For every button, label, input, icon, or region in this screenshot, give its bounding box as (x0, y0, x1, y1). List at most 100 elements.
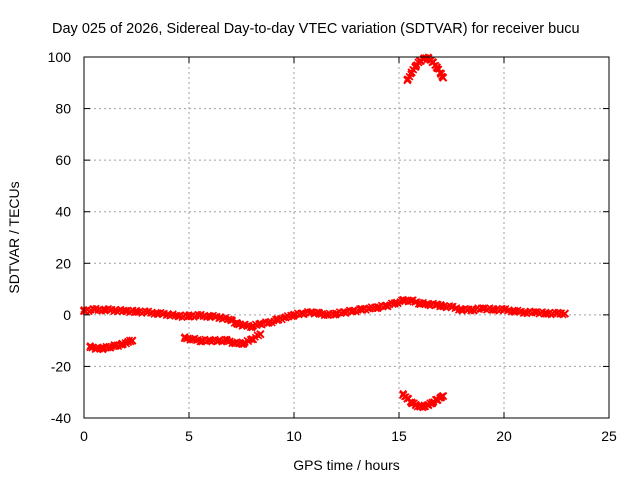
data-point (407, 296, 416, 305)
data-point (233, 319, 242, 329)
x-tick-label: 0 (80, 428, 88, 444)
data-point (323, 310, 332, 320)
data-point (407, 68, 416, 77)
data-point (340, 308, 349, 317)
y-tick-label: -40 (51, 410, 71, 426)
y-tick-label: 0 (63, 307, 71, 323)
data-point (153, 309, 162, 318)
data-point (117, 340, 127, 349)
data-point (457, 305, 467, 314)
y-tick-label: 80 (55, 101, 71, 117)
data-point (264, 318, 274, 327)
data-point (436, 301, 446, 311)
x-tick-label: 15 (391, 428, 407, 444)
data-point (98, 344, 108, 353)
data-point (415, 299, 425, 308)
data-point (281, 313, 290, 322)
series-main-track (79, 295, 570, 332)
y-axis-label: SDTVAR / TECUs (6, 181, 22, 293)
data-point (520, 308, 530, 317)
data-point (478, 304, 488, 313)
data-point (552, 309, 561, 318)
x-tick-label: 20 (496, 428, 512, 444)
series-upper-arc (403, 53, 448, 85)
data-point (306, 308, 316, 317)
data-point (424, 300, 433, 309)
data-point (256, 329, 265, 339)
data-point (180, 333, 190, 343)
series-lower-arc (398, 389, 448, 412)
data-point (226, 315, 236, 325)
data-point (222, 336, 232, 345)
data-point (216, 313, 225, 322)
data-point (424, 400, 433, 410)
data-point (541, 309, 551, 318)
data-point (239, 339, 248, 348)
y-tick-label: 20 (55, 255, 71, 271)
series-mid-dip (180, 329, 265, 349)
data-point (90, 305, 99, 314)
data-point (348, 306, 358, 316)
y-tick-label: -20 (51, 358, 71, 374)
data-point (163, 310, 173, 319)
data-point (111, 341, 120, 351)
data-point (365, 304, 374, 313)
data-point (239, 320, 248, 330)
data-point (128, 336, 137, 345)
data-point (390, 299, 400, 308)
data-point (428, 398, 437, 407)
data-point (298, 309, 307, 318)
data-point (432, 395, 442, 405)
data-point (205, 336, 215, 345)
data-point (132, 307, 141, 316)
data-point (382, 301, 391, 311)
data-point (415, 56, 425, 66)
x-tick-label: 5 (185, 428, 193, 444)
data-point (438, 73, 448, 82)
data-point (499, 305, 509, 314)
grid-layer (84, 57, 609, 418)
data-point (314, 309, 324, 318)
ticks-layer: 0 5 10 15 20 25 -40 -20 0 20 40 60 80 100 (48, 49, 617, 444)
data-point (432, 63, 442, 72)
x-axis-label: GPS time / hours (293, 457, 400, 473)
chart-title: Day 025 of 2026, Sidereal Day-to-day VTE… (52, 21, 580, 37)
data-point (407, 398, 416, 407)
data-point (247, 322, 257, 331)
data-point (92, 344, 101, 353)
data-point (331, 309, 341, 318)
series-lower-left-arc (86, 336, 137, 354)
data-point (438, 391, 448, 401)
y-tick-label: 100 (48, 49, 72, 65)
data-point (247, 335, 257, 344)
x-tick-label: 10 (286, 428, 302, 444)
data-point (373, 302, 383, 312)
data-point (230, 339, 240, 348)
data-point (188, 335, 198, 344)
y-tick-label: 60 (55, 152, 71, 168)
data-point (184, 311, 194, 321)
data-point (398, 296, 408, 305)
data-point (111, 306, 120, 315)
data-point (560, 309, 570, 318)
data-point (447, 302, 456, 312)
data-point (214, 336, 223, 345)
data-point (468, 305, 477, 314)
data-point (289, 310, 299, 320)
y-tick-label: 40 (55, 204, 71, 220)
data-point (174, 311, 183, 321)
data-point (510, 306, 519, 316)
data-point (100, 305, 110, 314)
data-point (86, 342, 95, 352)
data-point (356, 305, 366, 314)
data-point (489, 305, 498, 314)
data-point (197, 336, 206, 345)
data-point (256, 319, 265, 329)
data-point (104, 342, 114, 352)
data-point (403, 75, 412, 85)
plot-frame (83, 56, 610, 419)
data-point (531, 308, 540, 317)
data-point (272, 315, 282, 325)
